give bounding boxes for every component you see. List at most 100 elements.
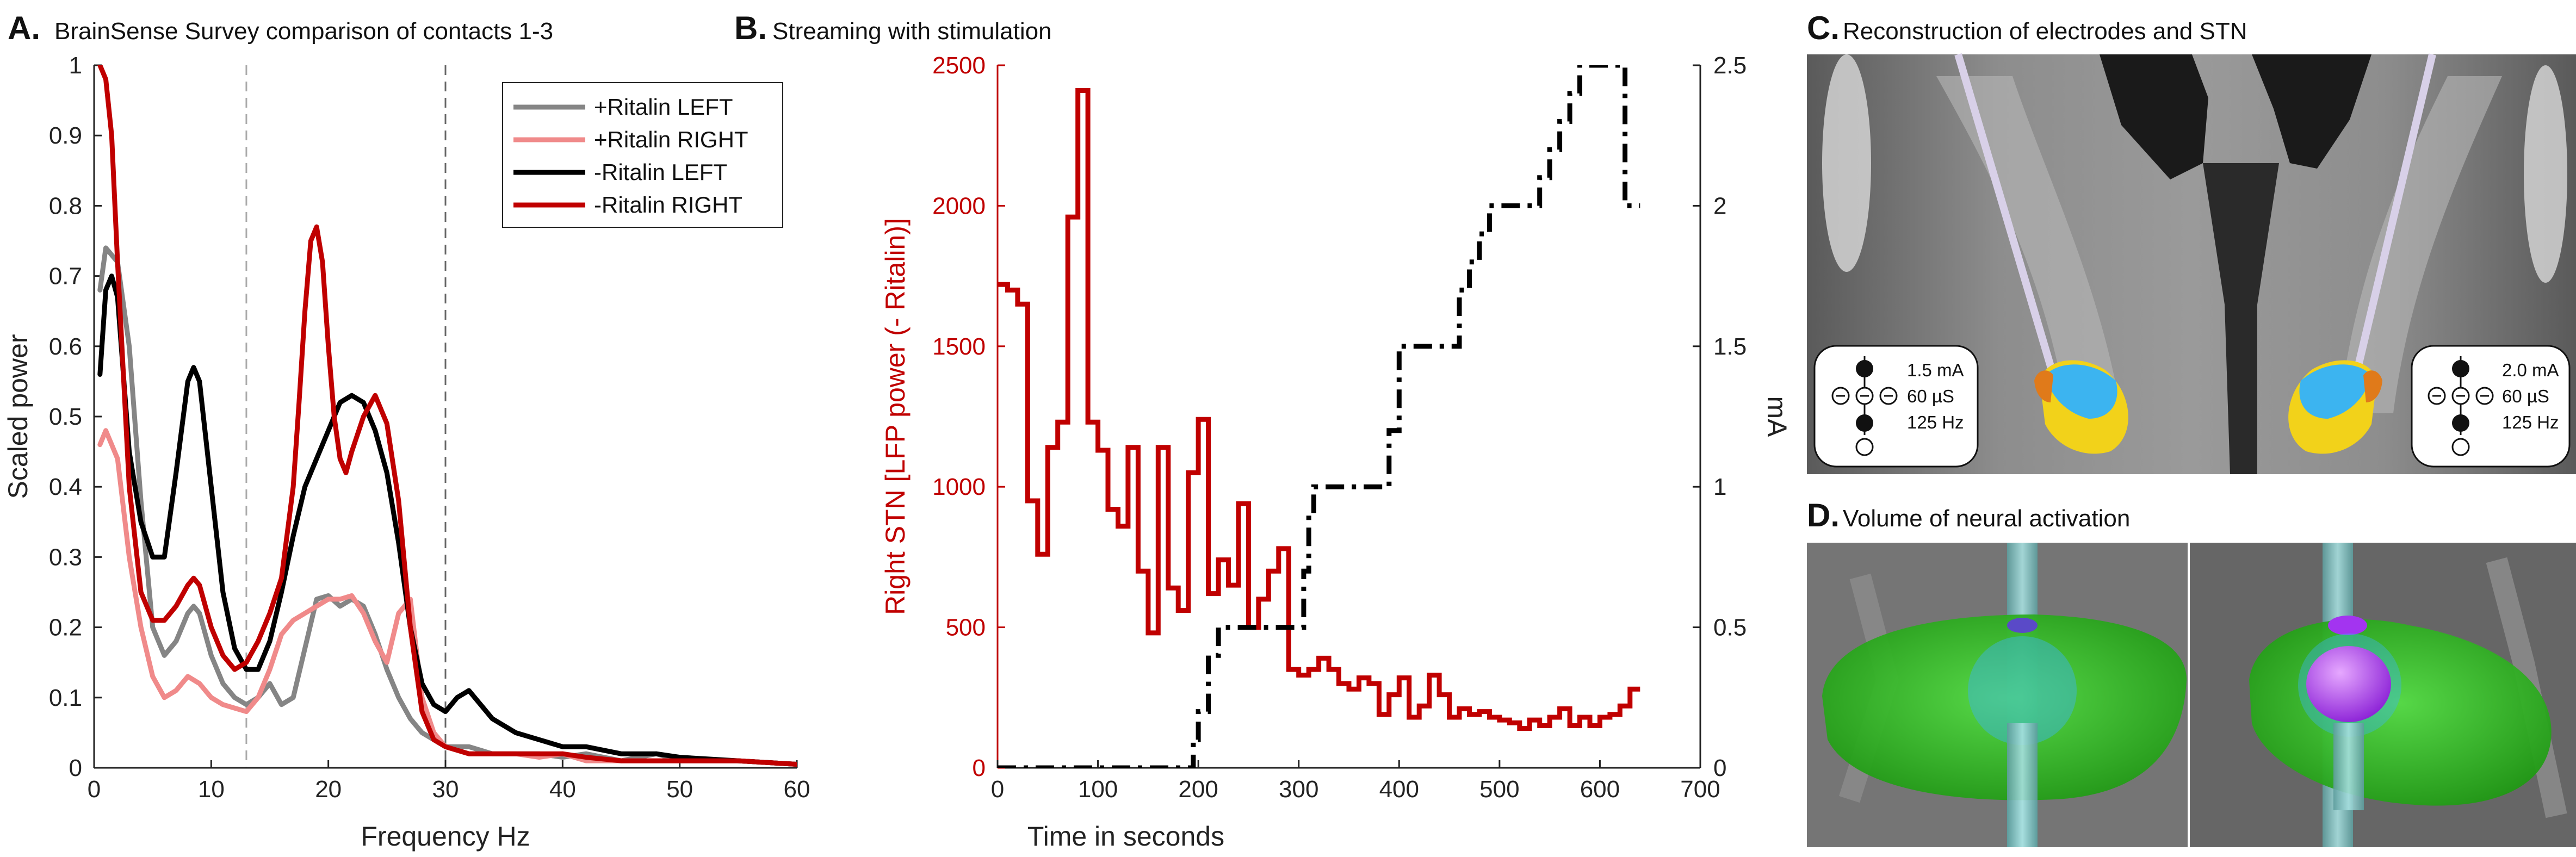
vta-ring-left [2007, 618, 2038, 633]
stn-blue-left [2045, 364, 2117, 419]
stn-blue-right [2299, 364, 2371, 419]
panel-a-ylabel: Scaled power [3, 334, 33, 499]
panel-a-legend: +Ritalin LEFT +Ritalin RIGHT -Ritalin LE… [502, 82, 783, 228]
panel-c-letter: C. [1807, 10, 1840, 46]
stim-box-left: 1.5 mA 60 µS 125 Hz [1813, 345, 1979, 468]
panel-a-x-tick-label: 50 [666, 776, 693, 803]
panel-b-x-tick-label: 0 [991, 776, 1004, 803]
panel-a-title: BrainSense Survey comparison of contacts… [54, 18, 553, 45]
panel-b-y2-tick-label: 0.5 [1713, 614, 1747, 641]
series-minus-ritalin-right [97, 65, 797, 767]
stim-right-amplitude: 2.0 mA [2502, 360, 2559, 380]
legend-plus-ritalin-right: +Ritalin RIGHT [594, 127, 748, 152]
panel-a-y-tick-label: 0.7 [49, 263, 82, 290]
panel-d-title: Volume of neural activation [1843, 505, 2130, 532]
panel-b-x-tick-label: 400 [1379, 776, 1419, 803]
legend-minus-ritalin-left: -Ritalin LEFT [594, 159, 727, 185]
panel-b-y-tick-label: 2000 [932, 192, 986, 219]
panel-c: C. Reconstruction of electrodes and STN [1807, 10, 2576, 474]
stim-right-pulse-width: 60 µS [2502, 386, 2549, 406]
panel-a-letter: A. [8, 10, 40, 46]
panel-b-axes: 0 100 200 300 400 500 600 700050010001500200025… [932, 52, 1747, 803]
panel-b-y2-tick-label: 1.5 [1713, 333, 1747, 360]
vta-image [1807, 543, 2576, 847]
panel-b-x-tick-label: 300 [1279, 776, 1318, 803]
stim-left-amplitude: 1.5 mA [1907, 360, 1964, 380]
series-lfp-power [998, 88, 1640, 731]
panel-b-x-tick-label: 500 [1479, 776, 1519, 803]
stim-left-pulse-width: 60 µS [1907, 386, 1954, 406]
ventricle-right [2252, 54, 2371, 169]
panel-b-y2-tick-label: 1 [1713, 474, 1726, 500]
panel-a-y-tick-label: 0.6 [49, 333, 82, 360]
panel-b-x-tick-label: 100 [1078, 776, 1118, 803]
panel-a-x-tick-label: 10 [198, 776, 225, 803]
panel-b-title: Streaming with stimulation [772, 18, 1052, 45]
panel-b-y2-tick-label: 2 [1713, 192, 1726, 219]
panel-a-x-tick-label: 40 [549, 776, 576, 803]
stim-box-right-frame [2411, 345, 2571, 468]
panel-b-xlabel: Time in seconds [1027, 821, 1224, 852]
panel-b-y2label: mA [1762, 396, 1792, 438]
panel-a-y-tick-label: 1 [69, 52, 82, 79]
panel-b-ylabel: Right STN [LFP power (- Ritalin)] [880, 218, 911, 615]
stim-box-left-frame [1813, 345, 1979, 468]
stn-orange-left [2034, 370, 2053, 402]
vta-activation-right [2306, 646, 2391, 722]
panel-a-x-tick-label: 60 [784, 776, 810, 803]
panel-b-y-tick-label: 500 [946, 614, 986, 641]
panel-b: B. Streaming with stimulation 0 100 200 300… [734, 10, 1792, 852]
stim-box-right: 2.0 mA 60 µS 125 Hz [2411, 345, 2571, 468]
midline-sulcus [2203, 163, 2279, 474]
panel-a-y-tick-label: 0.9 [49, 122, 82, 149]
stn-orange-right [2363, 370, 2382, 402]
legend-plus-ritalin-left: +Ritalin LEFT [594, 94, 733, 120]
panel-a-x-tick-label: 0 [88, 776, 101, 803]
panel-a-series [97, 65, 797, 767]
contact-right-low [2452, 414, 2469, 432]
panel-b-x-tick-label: 200 [1178, 776, 1218, 803]
panel-a-y-tick-label: 0.4 [49, 474, 82, 500]
stim-left-frequency: 125 Hz [1907, 412, 1964, 432]
vta-bg-structure-right [2486, 557, 2567, 818]
electrode-left [1954, 53, 2055, 371]
panel-a-y-tick-label: 0.5 [49, 403, 82, 430]
bright-region-left [1822, 54, 1871, 272]
panel-a-axes: 0 10 20 30 40 50 60 0 0.1 0.2 0.3 0.4 0.5 0.6 0.7 0.8 0.… [49, 52, 810, 803]
panel-a-xlabel: Frequency Hz [361, 821, 530, 852]
panel-b-y-tick-label: 1000 [932, 474, 986, 500]
vta-ring-right [2328, 616, 2367, 635]
panel-b-y2-tick-label: 2.5 [1713, 52, 1747, 79]
vta-sphere-left [1968, 636, 2077, 745]
panel-b-y2-tick-label: 0 [1713, 755, 1726, 781]
panel-b-series [998, 65, 1640, 768]
electrode-right [2354, 53, 2436, 371]
ventricle-left [2100, 54, 2208, 179]
bright-region-right [2524, 65, 2567, 283]
series-stimulation-amplitude [998, 65, 1640, 768]
legend-minus-ritalin-right: -Ritalin RIGHT [594, 192, 742, 218]
stim-right-frequency: 125 Hz [2502, 412, 2559, 432]
panel-a: A. BrainSense Survey comparison of conta… [3, 10, 810, 852]
panel-b-x-tick-label: 700 [1680, 776, 1720, 803]
panel-b-y-tick-label: 1500 [932, 333, 986, 360]
panel-a-y-tick-label: 0 [69, 755, 82, 781]
tract-left [1936, 76, 2121, 413]
panel-b-y-tick-label: 0 [973, 755, 986, 781]
panel-a-x-tick-label: 20 [315, 776, 342, 803]
contact-right-tip [2451, 438, 2470, 456]
panel-a-y-tick-label: 0.1 [49, 685, 82, 711]
panel-b-x-tick-label: 600 [1580, 776, 1620, 803]
panel-c-title: Reconstruction of electrodes and STN [1843, 18, 2247, 45]
panel-d: D. Volume of neural activation [1807, 497, 2576, 847]
panel-b-y-tick-label: 2500 [932, 52, 986, 79]
tract-right [2339, 76, 2502, 413]
panel-a-y-tick-label: 0.3 [49, 544, 82, 570]
panel-a-y-tick-label: 0.2 [49, 614, 82, 641]
panel-d-letter: D. [1807, 497, 1840, 533]
vta-lead-left-lower [2007, 723, 2038, 847]
panel-a-y-tick-label: 0.8 [49, 192, 82, 219]
stn-volume-left [1822, 614, 2187, 800]
contact-right-top [2452, 360, 2469, 377]
contact-left-top [1856, 360, 1873, 377]
